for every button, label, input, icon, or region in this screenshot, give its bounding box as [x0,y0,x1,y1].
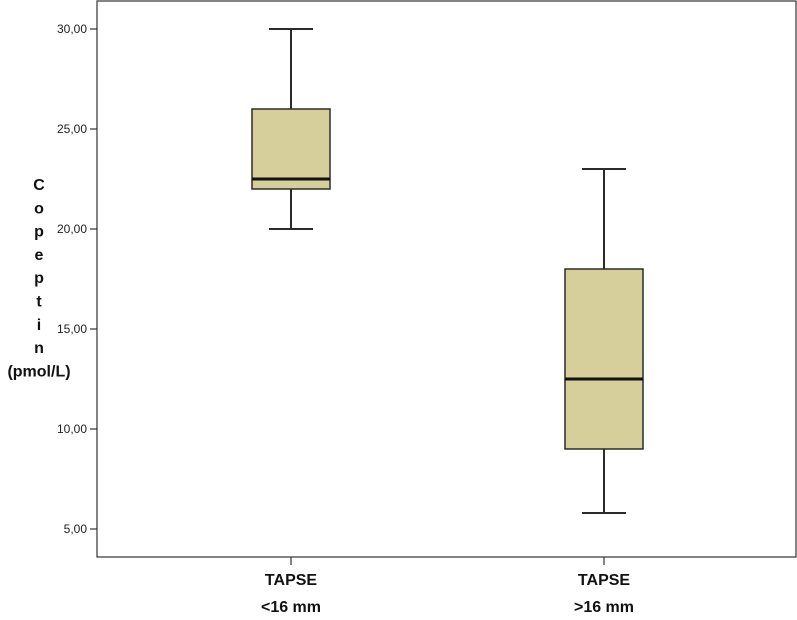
y-tick-label: 30,00 [57,22,87,36]
x-tick-label: TAPSE [578,572,630,589]
y-axis-label-part: (pmol/L) [7,363,70,380]
y-tick-label: 25,00 [57,122,87,136]
y-axis-label-part: i [37,317,41,334]
box-series [251,28,644,514]
y-axis-label-part: e [35,247,44,264]
x-axis-ticks: TAPSE <16 mm TAPSE >16 mm [261,557,634,616]
y-axis-label-part: C [33,177,45,194]
box-group [251,28,331,230]
y-tick-label: 5,00 [64,522,88,536]
x-tick-label: TAPSE [265,572,317,589]
iqr-box [251,108,331,190]
x-tick-label: <16 mm [261,599,321,616]
y-axis-label-part: n [34,340,44,357]
plot-frame [96,0,797,558]
y-axis-label-part: p [34,270,44,287]
y-axis-label-part: o [34,200,44,217]
y-axis-ticks: 5,00 10,00 15,00 20,00 25,00 30,00 [57,22,97,536]
y-tick-label: 15,00 [57,322,87,336]
y-tick-label: 20,00 [57,222,87,236]
box-group [564,168,644,514]
iqr-box [564,268,644,450]
y-axis-label-part: t [36,294,42,311]
x-tick-label: >16 mm [574,599,634,616]
y-tick-label: 10,00 [57,422,87,436]
y-axis-label-part: p [34,224,44,241]
